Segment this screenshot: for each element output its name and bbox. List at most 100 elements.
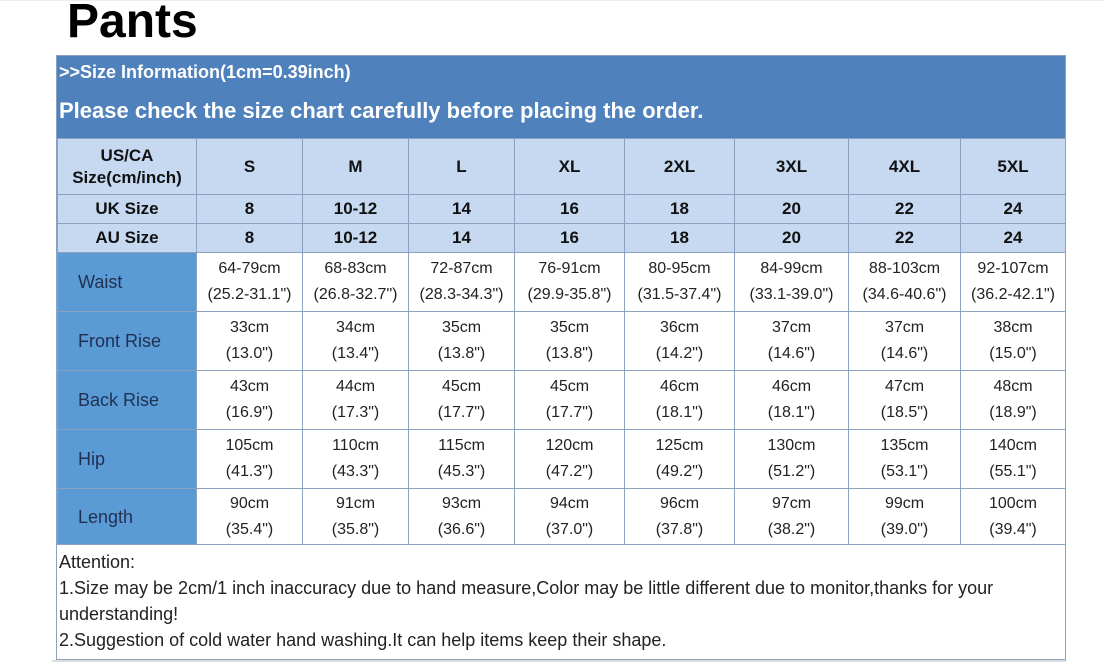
value-inch: (28.3-34.3")	[419, 286, 504, 303]
table-row: Waist 64-79cm (25.2-31.1") 68-83cm (26.8-32.…	[57, 252, 1066, 312]
value-cm: 88-103cm	[868, 260, 941, 277]
value-cm: 97cm	[771, 494, 812, 512]
uk-size-cell: 24	[960, 194, 1066, 224]
value-inch: (13.8")	[437, 345, 486, 362]
value-inch: (34.6-40.6")	[862, 286, 947, 303]
value-inch: (16.9")	[225, 404, 274, 421]
measurement-cell: 92-107cm (36.2-42.1")	[960, 252, 1066, 312]
value-cm: 36cm	[659, 319, 700, 336]
au-size-cell: 8	[196, 223, 303, 253]
au-size-label: AU Size	[57, 223, 197, 253]
value-inch: (33.1-39.0")	[749, 286, 834, 303]
value-cm: 96cm	[659, 494, 700, 512]
value-cm: 45cm	[441, 378, 482, 395]
value-cm: 93cm	[441, 494, 482, 512]
measurement-cell: 43cm (16.9")	[196, 370, 303, 430]
value-inch: (37.8")	[655, 520, 704, 538]
value-inch: (36.2-42.1")	[971, 286, 1055, 303]
measurement-cell: 135cm (53.1")	[848, 429, 961, 489]
value-cm: 120cm	[545, 437, 594, 454]
value-cm: 37cm	[771, 319, 812, 336]
divider	[0, 0, 1105, 1]
value-inch: (31.5-37.4")	[637, 286, 722, 303]
value-inch: (18.5")	[880, 404, 929, 421]
value-inch: (13.0")	[225, 345, 274, 362]
value-cm: 80-95cm	[648, 260, 711, 277]
value-cm: 46cm	[659, 378, 700, 395]
value-inch: (39.0")	[880, 520, 929, 538]
measurement-cell: 100cm (39.4")	[960, 488, 1066, 545]
value-cm: 46cm	[771, 378, 812, 395]
measurement-cell: 48cm (18.9")	[960, 370, 1066, 430]
uk-size-cell: 22	[848, 194, 961, 224]
measurement-cell: 47cm (18.5")	[848, 370, 961, 430]
measurement-label: Hip	[57, 429, 197, 489]
measurement-cell: 105cm (41.3")	[196, 429, 303, 489]
value-inch: (18.9")	[989, 404, 1037, 421]
uk-size-cell: 18	[624, 194, 735, 224]
measurement-label: Front Rise	[57, 311, 197, 371]
measurement-cell: 45cm (17.7")	[408, 370, 515, 430]
value-inch: (35.4")	[225, 520, 274, 538]
value-cm: 44cm	[335, 378, 376, 395]
au-size-cell: 10-12	[302, 223, 409, 253]
value-inch: (39.4")	[989, 520, 1037, 538]
value-inch: (14.6")	[880, 345, 929, 362]
value-cm: 140cm	[988, 437, 1038, 454]
value-cm: 90cm	[229, 494, 270, 512]
uk-size-cell: 16	[514, 194, 625, 224]
size-header-cell: 3XL	[734, 138, 849, 195]
size-header-cell: 2XL	[624, 138, 735, 195]
value-inch: (17.7")	[437, 404, 486, 421]
value-cm: 105cm	[225, 437, 274, 454]
value-cm: 76-91cm	[538, 260, 601, 277]
value-cm: 84-99cm	[760, 260, 823, 277]
measurement-cell: 35cm (13.8")	[514, 311, 625, 371]
value-cm: 33cm	[229, 319, 270, 336]
table-row: Hip 105cm (41.3") 110cm (43.3") 115cm (45.3") 1…	[57, 429, 1066, 489]
size-info-banner: >>Size Information(1cm=0.39inch) Please …	[57, 56, 1065, 138]
uk-size-row: UK Size 8 10-12 14 16 18 20 22 24	[57, 194, 1066, 224]
value-inch: (43.3")	[331, 463, 380, 480]
size-header-cell: XL	[514, 138, 625, 195]
measurement-cell: 115cm (45.3")	[408, 429, 515, 489]
value-cm: 48cm	[993, 378, 1033, 395]
size-header-cell: 5XL	[960, 138, 1066, 195]
value-inch: (41.3")	[225, 463, 274, 480]
value-cm: 43cm	[229, 378, 270, 395]
measurement-cell: 96cm (37.8")	[624, 488, 735, 545]
value-inch: (13.4")	[331, 345, 380, 362]
measurement-cell: 125cm (49.2")	[624, 429, 735, 489]
size-table: US/CA Size(cm/inch) S M L XL 2XL 3XL 4XL 5XL UK S…	[57, 138, 1066, 545]
measurement-cell: 38cm (15.0")	[960, 311, 1066, 371]
measurement-cell: 36cm (14.2")	[624, 311, 735, 371]
au-size-cell: 18	[624, 223, 735, 253]
measurement-label: Waist	[57, 252, 197, 312]
value-cm: 34cm	[335, 319, 376, 336]
au-size-cell: 14	[408, 223, 515, 253]
value-inch: (37.0")	[545, 520, 594, 538]
value-inch: (15.0")	[989, 345, 1037, 362]
value-cm: 68-83cm	[324, 260, 387, 277]
measurement-cell: 80-95cm (31.5-37.4")	[624, 252, 735, 312]
value-cm: 110cm	[332, 437, 379, 454]
value-cm: 35cm	[441, 319, 482, 336]
value-inch: (18.1")	[767, 404, 816, 421]
page-title: Pants	[67, 0, 198, 48]
divider	[52, 660, 1067, 662]
measurement-cell: 72-87cm (28.3-34.3")	[408, 252, 515, 312]
value-inch: (36.6")	[437, 520, 486, 538]
value-cm: 37cm	[884, 319, 925, 336]
header-label-cell: US/CA Size(cm/inch)	[57, 138, 197, 195]
measurement-cell: 94cm (37.0")	[514, 488, 625, 545]
au-size-cell: 16	[514, 223, 625, 253]
value-inch: (14.2")	[655, 345, 704, 362]
value-cm: 135cm	[880, 437, 929, 454]
value-inch: (17.3")	[331, 404, 380, 421]
measurement-label: Length	[57, 488, 197, 545]
measurement-cell: 46cm (18.1")	[734, 370, 849, 430]
value-inch: (13.8")	[545, 345, 594, 362]
measurement-cell: 44cm (17.3")	[302, 370, 409, 430]
value-cm: 115cm	[438, 437, 485, 454]
value-inch: (29.9-35.8")	[527, 286, 612, 303]
